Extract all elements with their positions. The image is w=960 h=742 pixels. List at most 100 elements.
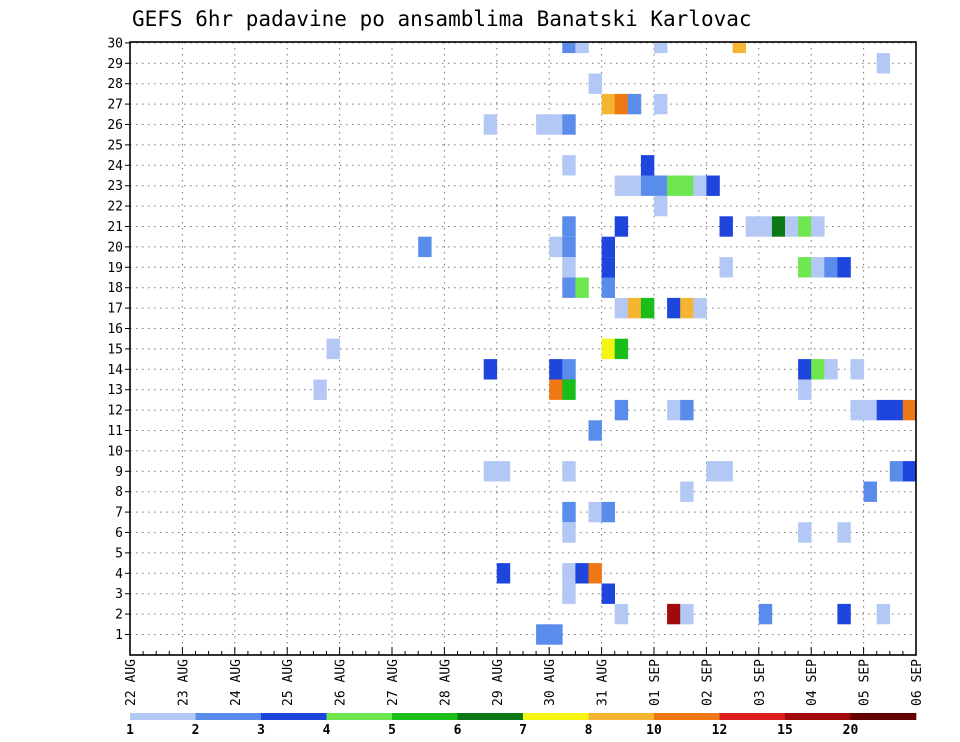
precip-cell <box>627 93 642 115</box>
precip-cell <box>562 257 576 278</box>
colorbar-label: 2 <box>192 723 200 738</box>
x-tick-label: 05 SEP <box>858 659 873 706</box>
colorbar-label: 1 <box>126 723 134 738</box>
precip-cell <box>798 379 812 400</box>
x-tick-label: 06 SEP <box>910 659 925 706</box>
y-tick-label: 20 <box>107 240 123 255</box>
y-tick-label: 22 <box>107 200 123 215</box>
precip-cell <box>811 257 825 278</box>
precip-cell <box>719 216 733 237</box>
precip-cell <box>876 53 891 74</box>
precip-cell <box>798 216 812 237</box>
y-tick-label: 8 <box>115 485 123 500</box>
y-tick-label: 5 <box>115 546 123 561</box>
precip-cell <box>601 501 615 523</box>
y-axis: 1234567891011121314151617181920212223242… <box>107 36 130 643</box>
precip-cell <box>640 297 655 319</box>
x-tick-label: 31 AUG <box>596 659 611 706</box>
x-axis: 22 AUG 23 AUG 24 AUG 25 AUG 26 AUG 27 AUG 28 A… <box>124 647 925 706</box>
precip-cell <box>627 175 642 196</box>
precip-cell <box>562 501 576 523</box>
precip-cell <box>876 399 891 421</box>
y-tick-label: 14 <box>107 363 123 378</box>
y-tick-label: 9 <box>115 465 123 480</box>
precip-cell <box>667 603 681 625</box>
precip-cell <box>588 501 602 523</box>
colorbar-segment <box>588 713 655 720</box>
precip-cell <box>601 338 615 360</box>
precip-cell <box>824 359 838 380</box>
precip-cell <box>640 155 655 176</box>
x-tick-label: 03 SEP <box>753 659 768 706</box>
precip-cell <box>601 277 615 298</box>
colorbar-segment <box>261 713 327 720</box>
y-tick-label: 2 <box>115 608 123 623</box>
y-tick-label: 13 <box>107 383 123 398</box>
precip-cell <box>562 563 576 584</box>
precip-cell <box>483 114 498 135</box>
precip-cell <box>601 93 615 115</box>
colorbar-segment <box>392 713 458 720</box>
precip-cell <box>667 399 681 421</box>
precip-cell <box>771 216 786 237</box>
precip-cell <box>614 175 629 196</box>
precip-cell <box>601 583 615 604</box>
y-tick-label: 11 <box>107 424 123 439</box>
precip-cell <box>667 297 681 319</box>
precip-cell <box>654 195 668 217</box>
precip-cell <box>549 114 563 135</box>
y-tick-label: 23 <box>107 179 123 194</box>
precip-cell <box>483 359 498 380</box>
x-tick-label: 27 AUG <box>386 659 401 706</box>
precip-cell <box>758 603 773 625</box>
y-tick-label: 28 <box>107 77 123 92</box>
x-tick-label: 02 SEP <box>700 659 715 706</box>
precip-cell <box>562 522 576 543</box>
colorbar: 1 2 3 4 5 6 7 8 10 12 15 20 <box>126 713 917 738</box>
precip-cell <box>601 257 615 278</box>
x-tick-label: 01 SEP <box>648 659 663 706</box>
colorbar-label: 12 <box>712 723 728 738</box>
x-tick-label: 29 AUG <box>491 659 506 706</box>
precip-cell <box>575 563 589 584</box>
y-tick-label: 12 <box>107 404 123 419</box>
precip-cell <box>811 359 825 380</box>
precip-cell <box>588 420 602 441</box>
precip-cell <box>562 277 576 298</box>
precip-cell <box>902 399 917 421</box>
precip-cell <box>549 236 563 258</box>
precip-cell <box>680 175 694 196</box>
precip-cell <box>706 175 720 196</box>
precip-cell <box>601 236 615 258</box>
y-tick-label: 4 <box>115 567 123 582</box>
precip-cell <box>798 359 812 380</box>
precip-cell <box>562 42 576 54</box>
colorbar-label: 20 <box>843 723 859 738</box>
colorbar-segment <box>457 713 524 720</box>
x-tick-label: 30 AUG <box>543 659 558 706</box>
y-tick-label: 21 <box>107 220 123 235</box>
precip-cell <box>863 399 877 421</box>
y-tick-label: 29 <box>107 57 123 72</box>
colorbar-label: 3 <box>257 723 265 738</box>
precip-cell <box>785 216 799 237</box>
precip-cell <box>811 216 825 237</box>
precip-cell <box>667 175 681 196</box>
precip-cell <box>575 42 589 54</box>
precip-cell <box>614 399 629 421</box>
precip-cell <box>562 461 576 482</box>
precip-cell <box>313 379 327 400</box>
precip-cell <box>562 236 576 258</box>
y-tick-label: 24 <box>107 159 123 174</box>
precip-cell <box>575 277 589 298</box>
precip-cell <box>614 93 629 115</box>
colorbar-label: 10 <box>646 723 662 738</box>
precip-cell <box>758 216 773 237</box>
precip-cell <box>549 359 563 380</box>
precip-cell <box>549 624 563 645</box>
y-tick-label: 27 <box>107 98 123 113</box>
y-tick-label: 17 <box>107 302 123 317</box>
precip-cell <box>496 563 511 584</box>
x-tick-label: 26 AUG <box>334 659 349 706</box>
colorbar-segment <box>654 713 720 720</box>
